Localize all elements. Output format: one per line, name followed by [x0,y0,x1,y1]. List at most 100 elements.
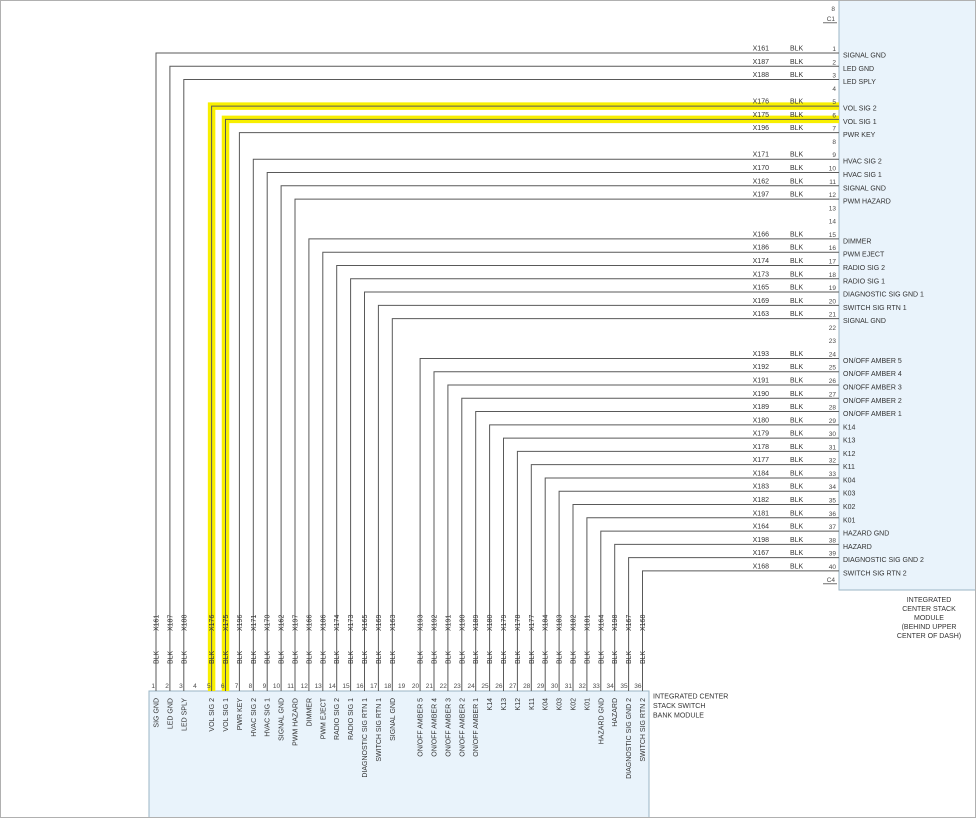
wire-X190[interactable] [461,397,839,691]
right-pin-number: 22 [829,325,837,332]
wire-X181[interactable] [586,517,839,691]
bottom-pin-label: ON/OFF AMBER 2 [459,698,466,757]
bottom-pin-number: 22 [440,683,448,690]
right-pin-number: 1 [832,46,836,53]
wire-color-label-bottom: BLK [376,650,383,664]
bottom-pin-number: 25 [481,683,489,690]
wire-X191[interactable] [447,384,839,691]
wire-X197[interactable] [294,198,839,691]
right-pin-label: RADIO SIG 2 [843,265,885,272]
wire-X182[interactable] [572,504,839,691]
wire-id-label-bottom: X179 [501,615,508,631]
wire-color-label-bottom: BLK [432,650,439,664]
wire-color-label-bottom: BLK [362,650,369,664]
wire-color-label: BLK [790,72,804,79]
connector-c1-label: C1 [827,16,836,23]
bottom-pin-number: 5 [207,683,211,690]
wire-X196[interactable] [238,132,839,691]
wire-X189[interactable] [475,411,839,691]
wire-X164[interactable] [600,530,839,691]
bottom-module-box[interactable] [148,690,650,818]
right-pin-label: ON/OFF AMBER 4 [843,371,902,378]
wire-X163[interactable] [391,318,839,691]
bottom-pin-number: 20 [412,683,420,690]
wire-id-label-bottom: X180 [487,615,494,631]
wire-X170[interactable] [266,172,839,691]
wire-id-label-bottom: X175 [223,615,230,631]
wire-id-label: X166 [753,231,769,238]
right-pin-number: 9 [832,152,836,159]
wire-X183[interactable] [558,490,839,691]
bottom-pin-label: SIGNAL GND [390,698,397,741]
bottom-pin-label: K11 [529,698,536,710]
wire-X174[interactable] [336,264,839,691]
bottom-pin-label: ON/OFF AMBER 4 [432,698,439,757]
wire-X166[interactable] [308,238,839,691]
right-pin-label: K04 [843,477,856,484]
bottom-pin-label: ON/OFF AMBER 3 [445,698,452,757]
wire-X187[interactable] [169,65,839,691]
wire-id-label: X188 [753,72,769,79]
wire-X192[interactable] [433,371,839,691]
wire-X167[interactable] [628,557,839,691]
wire-id-label-bottom: X184 [543,615,550,631]
wire-id-label: X165 [753,285,769,292]
wire-X179[interactable] [503,437,840,691]
right-module-title-line: CENTER OF DASH) [897,633,961,640]
wire-X165[interactable] [364,291,840,691]
wire-color-label-bottom: BLK [598,650,605,664]
wire-id-label: X196 [753,125,769,132]
right-pin-label: ON/OFF AMBER 2 [843,398,902,405]
bottom-pin-label: SIG GND [154,698,161,728]
wire-color-label: BLK [790,404,804,411]
bottom-pin-label: HVAC SIG 2 [251,698,258,737]
bottom-pin-label: SWITCH SIG RTN 1 [376,698,383,762]
right-pin-number: 14 [829,219,837,226]
wire-X186[interactable] [322,251,839,691]
right-pin-label: DIMMER [843,238,871,245]
wire-X198[interactable] [614,543,839,691]
bottom-pin-number: 35 [620,683,628,690]
bottom-pin-label: VOL SIG 1 [223,698,230,732]
wire-X175[interactable] [225,118,840,691]
right-pin-label: DIAGNOSTIC SIG GND 1 [843,292,924,299]
wire-X169[interactable] [377,304,839,691]
wire-X188[interactable] [183,79,839,691]
bottom-pin-number: 27 [509,683,517,690]
wire-color-label-bottom: BLK [181,650,188,664]
modules-layer [148,1,976,818]
right-pin-label: K13 [843,438,856,445]
right-pin-label: K12 [843,451,856,458]
wire-X184[interactable] [544,477,839,691]
wire-X193[interactable] [419,357,839,691]
connector-top-pin-ref: 8 [831,6,835,13]
wire-color-label-bottom: BLK [223,650,230,664]
wire-color-label: BLK [790,497,804,504]
wire-color-label-bottom: BLK [334,650,341,664]
bottom-pin-number: 3 [179,683,183,690]
wire-X178[interactable] [516,450,839,691]
bottom-pin-number: 28 [523,683,531,690]
bottom-pin-number: 10 [273,683,281,690]
wire-X171[interactable] [252,158,839,691]
wire-color-label: BLK [790,524,804,531]
right-module-box[interactable] [838,1,976,591]
right-pin-number: 24 [829,351,837,358]
wire-X162[interactable] [280,185,839,691]
wire-X177[interactable] [530,464,839,691]
wire-color-label-bottom: BLK [279,650,286,664]
wire-X161[interactable] [155,52,839,691]
wire-id-label-bottom: X176 [209,615,216,631]
bottom-pin-number: 29 [537,683,545,690]
right-pin-label: HAZARD GND [843,531,889,538]
wire-color-label-bottom: BLK [209,650,216,664]
wire-X176[interactable] [211,105,839,691]
wire-X168[interactable] [642,570,840,691]
wire-id-label-bottom: X177 [529,615,536,631]
wire-color-label: BLK [790,550,804,557]
wire-id-label-bottom: X171 [251,615,258,631]
wire-X173[interactable] [350,278,839,691]
wire-color-label-bottom: BLK [459,650,466,664]
wire-X180[interactable] [489,424,839,691]
